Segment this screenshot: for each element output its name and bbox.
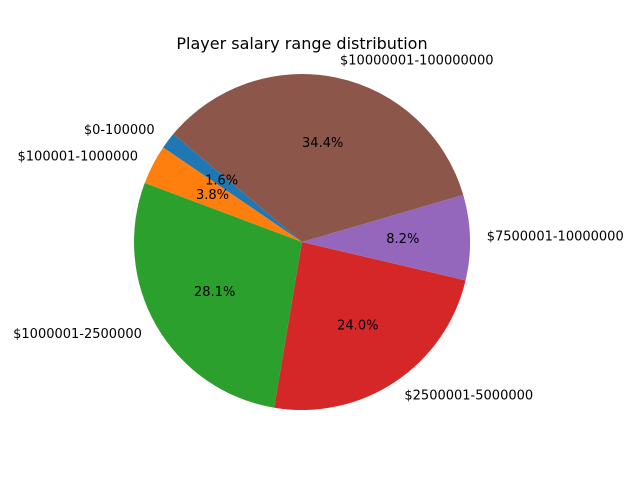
percent-labels: 1.6%3.8% 28.1% 24.0% 8.2% 34.4% (194, 136, 419, 334)
percent-label-1000001-2500000: 28.1% (194, 285, 235, 300)
pie-slice-2500001-5000000 (274, 242, 466, 411)
pie-slices (133, 73, 471, 411)
percent-label-2500001-5000000: 24.0% (337, 318, 378, 333)
pie-slice-100001-1000000 (144, 147, 302, 242)
category-label-2500001-5000000: $2500001-5000000 (404, 388, 533, 403)
category-label-0-100000: $0-100000 (84, 123, 155, 138)
percent-label-100001-1000000: 3.8% (196, 188, 229, 203)
pie-slice-10000001-100000000 (173, 73, 464, 243)
category-label-10000001-100000000: $10000001-100000000 (340, 54, 494, 69)
percent-label-7500001-10000000: 8.2% (386, 232, 419, 247)
pie-slice-0-100000 (163, 134, 302, 242)
category-labels: $0-100000 $100001-1000000 $1000001-2500000… (13, 54, 624, 404)
percent-label-0-100000: 1.6% (205, 174, 238, 189)
category-label-1000001-2500000: $1000001-2500000 (13, 327, 142, 342)
category-label-7500001-10000000: $7500001-10000000 (487, 230, 624, 245)
pie-slice-7500001-10000000 (302, 194, 471, 281)
pie-slice-1000001-2500000 (133, 182, 302, 408)
category-label-100001-1000000: $100001-1000000 (18, 149, 139, 164)
chart-title: Player salary range distribution (176, 34, 427, 53)
percent-label-10000001-100000000: 34.4% (302, 136, 343, 151)
